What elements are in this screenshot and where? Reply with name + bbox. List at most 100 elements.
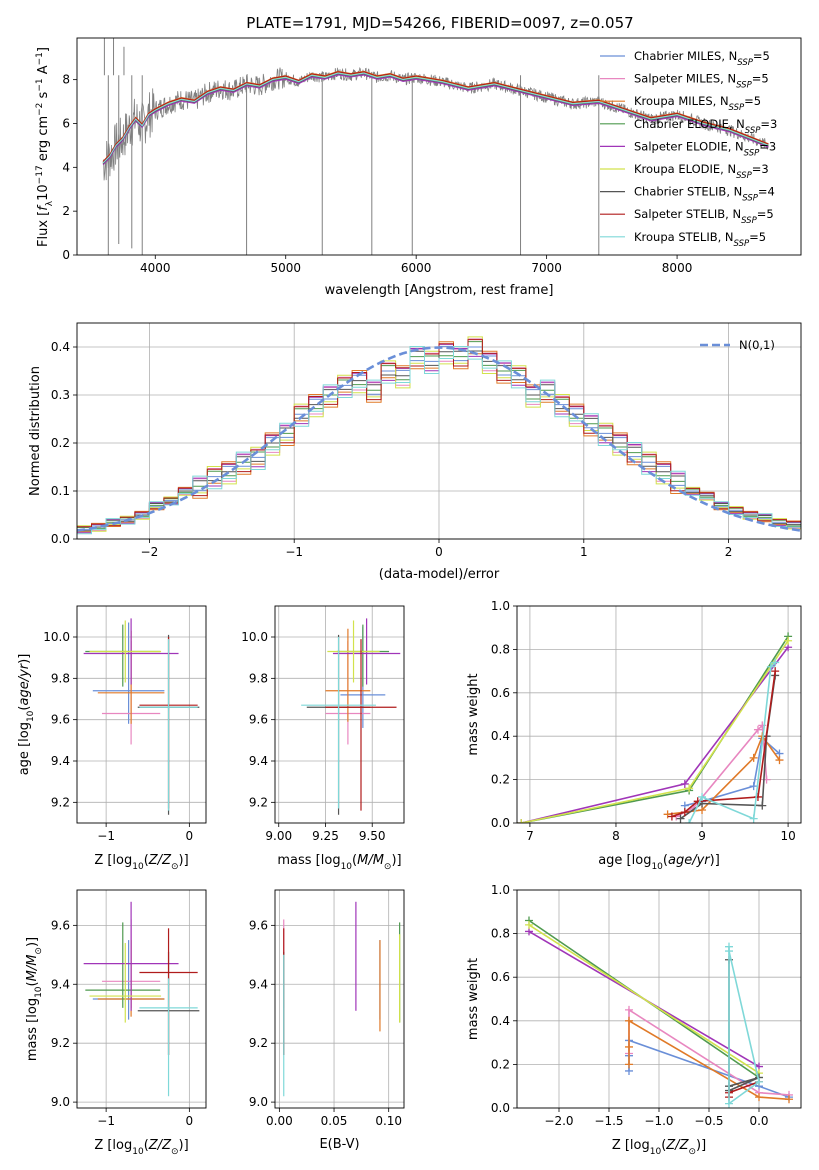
tick-label-x: 4000: [140, 261, 171, 275]
tick-label-y: 0.3: [51, 388, 70, 402]
tick-label-x: −2: [141, 545, 159, 559]
tick-label-y: 9.0: [51, 1095, 70, 1109]
tick-label-x: 8000: [662, 261, 693, 275]
figure-title: PLATE=1791, MJD=54266, FIBERID=0097, z=0…: [246, 14, 633, 32]
weight-marker-kroupa_stelib: [771, 658, 780, 667]
legend-label-chabrier_miles: Chabrier MILES, NSSP=5: [634, 49, 770, 68]
label-part: Z/Z: [665, 1138, 689, 1153]
axes-frame: [274, 889, 405, 1109]
label-part: −1: [35, 78, 45, 91]
legend-sub: SSP: [736, 171, 752, 181]
label-part: )]: [391, 853, 401, 868]
legend-label-kroupa_stelib: Kroupa STELIB, NSSP=5: [634, 230, 766, 249]
axes-age_vs_mass: 9.00 9.25 9.50 9.2 9.4 9.6 9.8 10.0 mass [log10(…: [241, 605, 405, 872]
tick-label-x: 9.25: [312, 829, 339, 843]
axis-label-y: Normed distribution: [28, 366, 43, 496]
tick-label-y: 9.2: [51, 795, 70, 809]
label-part: ⊙: [688, 1147, 696, 1157]
label-part: ⊙: [384, 862, 392, 872]
tick-label-y: 9.4: [51, 977, 70, 991]
label-part: (: [352, 853, 357, 868]
tick-label-y: 4: [62, 160, 70, 174]
tick-label-x: −1.0: [644, 1114, 673, 1128]
tick-label-y: 9.4: [51, 754, 70, 768]
axis-label-y: mass [log10(M/M⊙)]: [25, 937, 44, 1061]
weight-marker-chabrier_stelib: [676, 814, 685, 823]
tick-label-x: −0.5: [694, 1114, 723, 1128]
tick-label-x: 9.00: [265, 829, 292, 843]
label-part: ]: [36, 47, 51, 52]
axis-label-x: Z [log10(Z/Z⊙)]: [94, 853, 188, 872]
legend-sub: SSP: [729, 103, 745, 113]
label-part: Z [log: [612, 1138, 650, 1153]
tick-label-x: 7: [526, 829, 534, 843]
weight-marker-kroupa_stelib: [766, 662, 775, 671]
axes-spectrum: 4000 5000 6000 7000 8000 0 2 4 6 8 Chabrier MILES,…: [35, 37, 802, 298]
label-part: )]: [179, 1138, 189, 1153]
label-part: f: [36, 204, 51, 211]
tick-label-x: 0.10: [375, 1114, 402, 1128]
tick-label-y: 0.4: [491, 1014, 510, 1028]
legend-main: Kroupa MILES, N: [634, 94, 729, 108]
plot-area-age_vs_z: [83, 618, 200, 815]
legend-sub: SSP: [745, 126, 761, 136]
tick-label-x: 6000: [401, 261, 432, 275]
label-part: (: [144, 1138, 149, 1153]
weight-marker-salpeter_miles: [753, 725, 762, 734]
label-part: mass [log: [25, 998, 40, 1061]
weight-marker-chabrier_miles: [749, 782, 758, 791]
legend-label-chabrier_stelib: Chabrier STELIB, NSSP=4: [634, 185, 775, 204]
label-part: )]: [25, 937, 40, 947]
tick-label-y: 0: [62, 248, 70, 262]
tick-label-y: 2: [62, 204, 70, 218]
label-part: Z/Z: [148, 853, 172, 868]
label-part: )]: [17, 654, 32, 664]
tick-label-x: 8: [612, 829, 620, 843]
legend-tail: =5: [752, 72, 769, 86]
tick-label-y: 9.6: [51, 713, 70, 727]
weight-marker-kroupa_miles: [775, 756, 784, 765]
label-part: 10: [36, 184, 51, 201]
legend-label-salpeter_elodie: Salpeter ELODIE, NSSP=3: [634, 139, 776, 158]
axis-label-y: age [log10(age/yr)]: [17, 654, 36, 776]
weight-marker-kroupa_miles: [785, 1095, 793, 1104]
tick-label-x: −2.0: [544, 1114, 573, 1128]
legend-sub: SSP: [741, 216, 757, 226]
axis-label-y: Flux [fλ10−17 erg cm−2 s−1 A−1]: [35, 47, 55, 247]
label-part: 10: [650, 1147, 662, 1157]
label-part: age [log: [17, 722, 32, 775]
axes-mass_vs_ebv: 0.00 0.05 0.10 9.0 9.2 9.4 9.6: [249, 889, 405, 1128]
weight-marker-kroupa_stelib: [749, 814, 758, 823]
label-part: mass [log: [277, 853, 340, 868]
weight-marker-salpeter_elodie: [680, 779, 689, 788]
label-part: (: [17, 706, 32, 711]
axes-frame: [76, 889, 207, 1109]
tick-label-y: 6: [62, 116, 70, 130]
axis-label-x: wavelength [Angstrom, rest frame]: [325, 283, 554, 298]
weight-marker-kroupa_miles: [755, 1093, 763, 1102]
weight-marker-kroupa_miles: [663, 810, 672, 819]
label-part: Flux [: [36, 211, 51, 247]
tick-label-y: 9.0: [249, 1095, 268, 1109]
weight-line-kroupa_elodie: [521, 640, 789, 823]
plot-area-mass_weight_vs_z: [525, 916, 793, 1108]
weight-marker-chabrier_stelib: [758, 801, 767, 810]
legend-main: Chabrier MILES, N: [634, 49, 737, 63]
tick-label-y: 0.1: [51, 484, 70, 498]
weight-marker-kroupa_stelib: [725, 1099, 733, 1108]
legend-sub: SSP: [736, 81, 752, 91]
weight-marker-salpeter_stelib: [667, 812, 676, 821]
tick-label-y: 9.6: [51, 918, 70, 932]
tick-label-y: 8: [62, 73, 70, 87]
label-part: 10: [132, 1147, 144, 1157]
tick-label-x: 0.00: [266, 1114, 293, 1128]
legend-label-chabrier_elodie: Chabrier ELODIE, NSSP=3: [634, 117, 777, 136]
label-part: ⊙: [34, 947, 44, 955]
label-part: (: [663, 853, 668, 868]
weight-marker-kroupa_stelib: [755, 1077, 763, 1086]
legend-label-salpeter_stelib: Salpeter STELIB, NSSP=5: [634, 207, 774, 226]
tick-label-y: 10.0: [43, 630, 70, 644]
weight-marker-salpeter_miles: [625, 1005, 633, 1014]
tick-label-y: 0.8: [491, 642, 510, 656]
